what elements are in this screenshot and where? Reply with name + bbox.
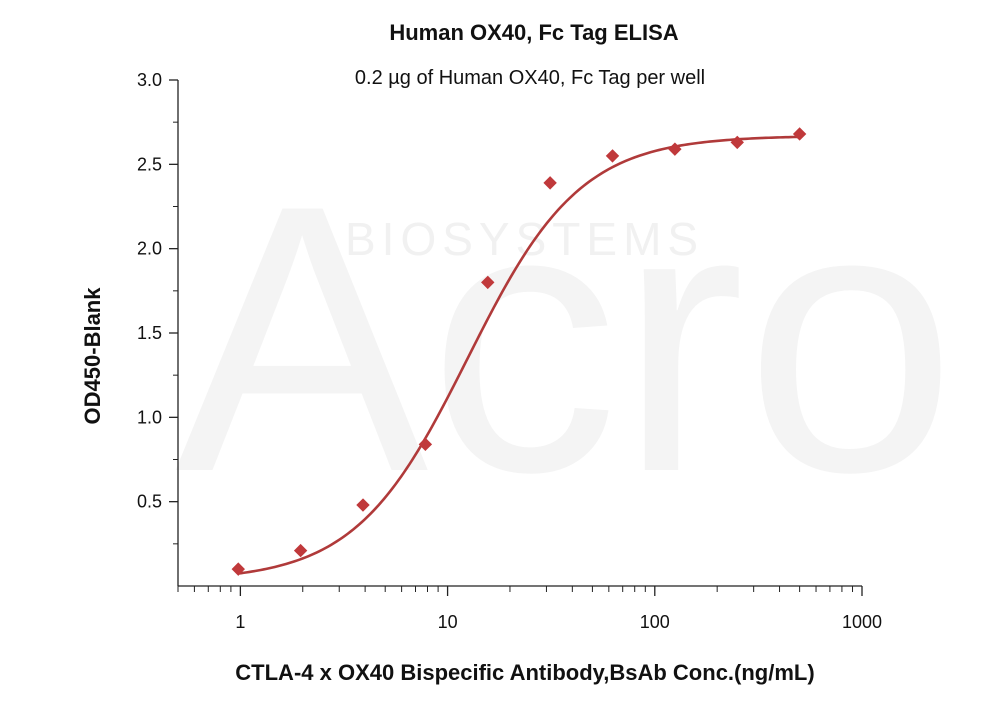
y-tick-label: 1.0 bbox=[137, 407, 162, 427]
watermark-sub: BIOSYSTEMS bbox=[345, 213, 704, 265]
data-point bbox=[792, 127, 807, 141]
x-axis-title: CTLA-4 x OX40 Bispecific Antibody,BsAb C… bbox=[235, 660, 814, 685]
chart-title: Human OX40, Fc Tag ELISA bbox=[389, 20, 678, 45]
y-ticks: 0.5 1.0 1.5 2.0 2.5 3.0 bbox=[137, 70, 178, 545]
data-point bbox=[356, 498, 370, 512]
y-tick-label: 2.0 bbox=[137, 239, 162, 259]
y-tick-label: 1.5 bbox=[137, 323, 162, 343]
data-point bbox=[418, 437, 433, 452]
data-point bbox=[668, 142, 682, 156]
fit-curve bbox=[238, 135, 800, 575]
y-axis-title: OD450-Blank bbox=[80, 287, 105, 425]
y-tick-label: 0.5 bbox=[137, 492, 162, 512]
x-tick-label: 100 bbox=[640, 612, 670, 632]
watermark-brand: Acro bbox=[175, 126, 956, 551]
data-point bbox=[543, 176, 557, 190]
data-point bbox=[481, 275, 495, 290]
data-point bbox=[293, 543, 308, 558]
x-tick-label: 1000 bbox=[842, 612, 882, 632]
chart-subtitle: 0.2 µg of Human OX40, Fc Tag per well bbox=[355, 67, 705, 89]
x-ticks: 1 10 100 1000 bbox=[177, 586, 882, 632]
y-tick-label: 3.0 bbox=[137, 70, 162, 90]
fit-curve-layer bbox=[238, 135, 800, 575]
data-point bbox=[231, 562, 245, 576]
data-points bbox=[231, 127, 807, 576]
x-tick-label: 1 bbox=[235, 612, 245, 632]
data-point bbox=[730, 135, 744, 150]
x-tick-label: 10 bbox=[438, 612, 458, 632]
data-point bbox=[605, 149, 620, 163]
y-tick-label: 2.5 bbox=[137, 154, 162, 174]
watermark: Acro BIOSYSTEMS bbox=[175, 126, 956, 551]
